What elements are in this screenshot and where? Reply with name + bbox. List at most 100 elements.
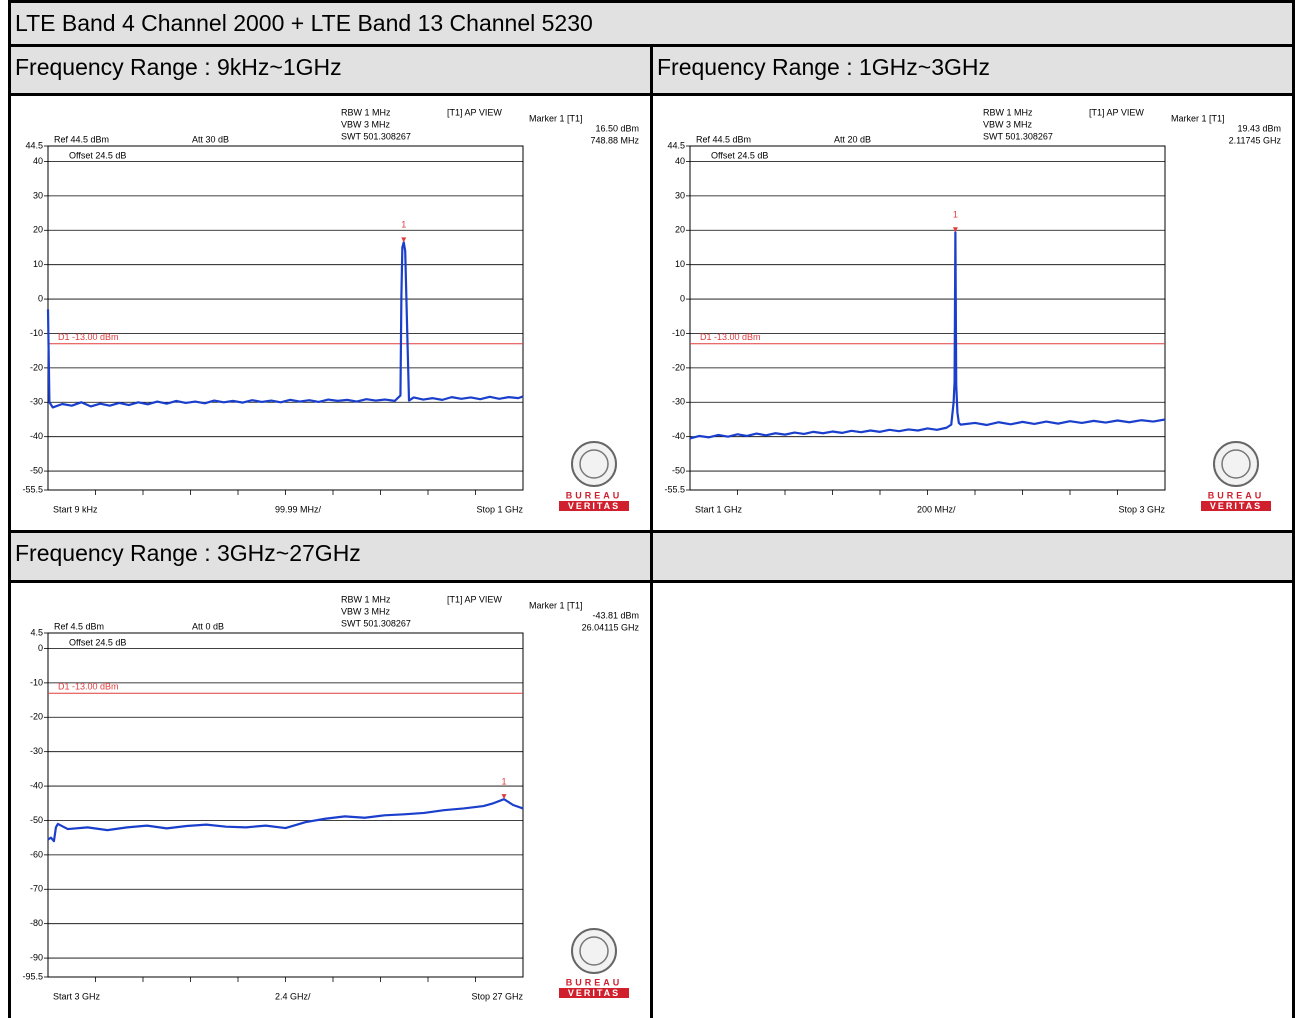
y-tick-label: -50 [30,465,43,475]
y-tick-label: 0 [38,293,43,303]
section-header: Frequency Range : 1GHz~3GHz [650,44,1295,96]
y-tick-label: -20 [672,362,685,372]
marker-value: -43.81 dBm [592,610,639,620]
section-title: Frequency Range : 9kHz~1GHz [15,54,342,80]
stop-label: Stop 27 GHz [471,991,523,1001]
y-tick-label: 0 [680,293,685,303]
marker-label: 1 [502,777,507,787]
marker-label: 1 [401,220,406,230]
plot-frame [689,145,1166,491]
y-tick-label: 30 [675,190,685,200]
span-label: 200 MHz/ [917,504,956,514]
y-tick-label: -10 [30,677,43,687]
y-tick-label: -50 [30,815,43,825]
y-tick-label: -10 [30,328,43,338]
rbw-label: RBW 1 MHz [341,594,391,604]
logo-band [559,501,629,511]
chart-cell: 4.5 0 -10 -20 -30 -40 -50 -60 -70 -80 -90 -95.5 RBW … [8,580,653,1018]
ref-label: Ref 4.5 dBm [54,621,104,631]
y-tick-label: -95.5 [22,971,43,981]
logo-seal-inner [579,449,609,479]
y-tick-label: 10 [33,259,43,269]
logo-seal [1213,441,1259,487]
y-tick-label: -40 [672,431,685,441]
marker-title: Marker 1 [T1] [529,600,583,610]
y-tick-label: 0 [38,643,43,653]
marker-point [401,237,407,243]
y-tick-label: -20 [30,362,43,372]
y-tick-label: -90 [30,952,43,962]
logo-seal-inner [579,936,609,966]
trace [46,241,524,409]
offset-label: Offset 24.5 dB [69,150,126,160]
marker-frequency: 748.88 MHz [590,135,639,145]
vbw-label: VBW 3 MHz [341,119,391,129]
offset-label: Offset 24.5 dB [69,637,126,647]
marker-title: Marker 1 [T1] [529,113,583,123]
view-label: [T1] AP VIEW [447,107,502,117]
marker-title: Marker 1 [T1] [1171,113,1225,123]
empty-cell [650,580,1295,1018]
marker-point [952,227,958,233]
section-header: Frequency Range : 3GHz~27GHz [8,530,653,583]
ref-label: Ref 44.5 dBm [696,134,751,144]
ref-label: Ref 44.5 dBm [54,134,109,144]
chart: 4.5 0 -10 -20 -30 -40 -50 -60 -70 -80 -90 -95.5 RBW … [22,594,640,1001]
start-label: Start 9 kHz [53,504,98,514]
plot-frame [47,632,524,978]
chart: 44.5 40 30 20 10 0 -10 -20 -30 -40 -50 -55.5 RBW 1 M… [22,107,639,514]
att-label: Att 30 dB [192,134,229,144]
logo-band [559,988,629,998]
span-label: 99.99 MHz/ [275,504,322,514]
y-tick-label: -60 [30,849,43,859]
section-title: Frequency Range : 3GHz~27GHz [15,540,361,566]
marker-value: 19.43 dBm [1237,123,1281,133]
swt-label: SWT 501.308267 [341,131,411,141]
y-tick-label: 10 [675,259,685,269]
logo-top: BUREAU [1208,490,1265,500]
logo-seal [571,441,617,487]
y-tick-label: -70 [30,884,43,894]
stop-label: Stop 3 GHz [1118,504,1165,514]
plot-frame [47,145,524,491]
y-tick-label: 20 [33,225,43,235]
marker-frequency: 2.11745 GHz [1229,135,1282,145]
y-tick-label: 4.5 [30,627,43,637]
section-title: Frequency Range : 1GHz~3GHz [657,54,991,80]
y-tick-label: 44.5 [25,140,43,150]
report-title: LTE Band 4 Channel 2000 + LTE Band 13 Ch… [15,10,593,36]
y-tick-label: 44.5 [667,140,685,150]
chart-cell: 44.5 40 30 20 10 0 -10 -20 -30 -40 -50 -55.5 RBW 1 M… [8,93,653,533]
logo-top: BUREAU [566,490,623,500]
y-tick-label: -30 [30,746,43,756]
y-tick-label: -20 [30,712,43,722]
y-tick-label: 40 [33,156,43,166]
y-tick-label: 40 [675,156,685,166]
y-tick-label: -30 [672,397,685,407]
offset-label: Offset 24.5 dB [711,150,768,160]
y-tick-label: -55.5 [22,484,43,494]
chart-cell: 44.5 40 30 20 10 0 -10 -20 -30 -40 -50 -55.5 RBW 1 M… [650,93,1295,533]
swt-label: SWT 501.308267 [983,131,1053,141]
y-tick-label: -55.5 [664,484,685,494]
trace [47,798,524,843]
marker-frequency: 26.04115 GHz [582,622,640,632]
start-label: Start 3 GHz [53,991,101,1001]
logo-seal-inner [1221,449,1251,479]
section-header [650,530,1295,583]
view-label: [T1] AP VIEW [1089,107,1144,117]
report-header: LTE Band 4 Channel 2000 + LTE Band 13 Ch… [8,0,1295,47]
vbw-label: VBW 3 MHz [341,606,391,616]
y-tick-label: 20 [675,225,685,235]
logo-bottom: VERITAS [568,988,620,998]
view-label: [T1] AP VIEW [447,594,502,604]
att-label: Att 0 dB [192,621,224,631]
limit-label: D1 -13.00 dBm [700,332,761,342]
marker-label: 1 [953,210,958,220]
vbw-label: VBW 3 MHz [983,119,1033,129]
marker-value: 16.50 dBm [595,123,639,133]
swt-label: SWT 501.308267 [341,618,411,628]
start-label: Start 1 GHz [695,504,743,514]
logo-bottom: VERITAS [1210,501,1262,511]
